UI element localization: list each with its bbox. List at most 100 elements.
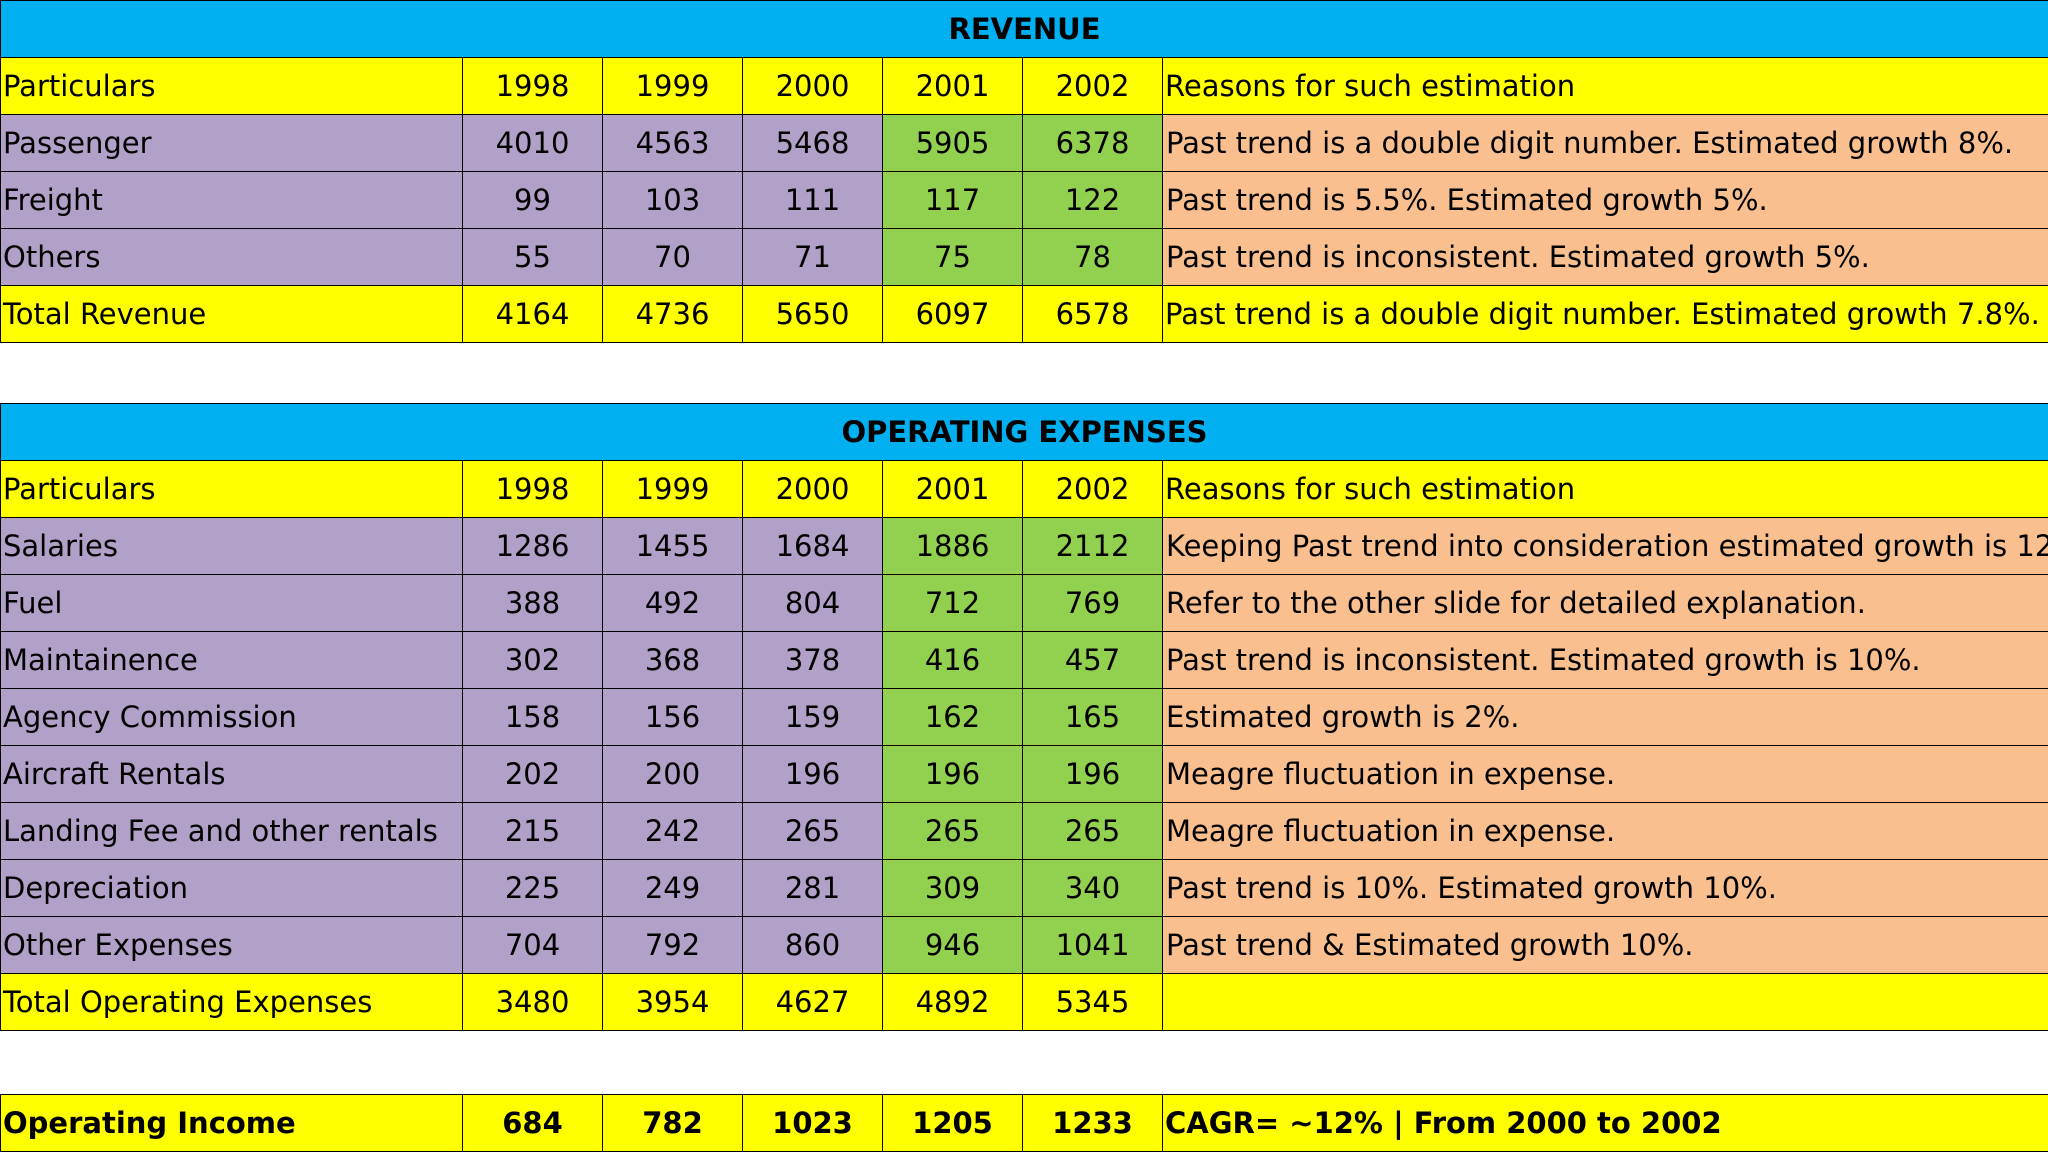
cell-total: 4627 — [743, 974, 883, 1031]
cell-reason: Past trend is 5.5%. Estimated growth 5%. — [1163, 172, 2048, 229]
cell-total: 3954 — [603, 974, 743, 1031]
row-label-total-operating-expenses: Total Operating Expenses — [1, 974, 463, 1031]
cell-estimate: 416 — [883, 632, 1023, 689]
row-label-depreciation: Depreciation — [1, 860, 463, 917]
cell-value: 281 — [743, 860, 883, 917]
cell-value: 4563 — [603, 115, 743, 172]
cell-value: 804 — [743, 575, 883, 632]
cell-value: 368 — [603, 632, 743, 689]
cell-income-reason: CAGR= ~12% | From 2000 to 2002 — [1163, 1095, 2048, 1152]
cell-reason: Past trend is inconsistent. Estimated gr… — [1163, 632, 2048, 689]
row-label-maintainence: Maintainence — [1, 632, 463, 689]
cell-value: 860 — [743, 917, 883, 974]
cell-value: 249 — [603, 860, 743, 917]
expenses-title: OPERATING EXPENSES — [1, 404, 2048, 461]
expenses-header-particulars: Particulars — [1, 461, 463, 518]
cell-value: 111 — [743, 172, 883, 229]
cell-estimate: 265 — [1023, 803, 1163, 860]
cell-income: 1205 — [883, 1095, 1023, 1152]
expenses-header-year: 1998 — [463, 461, 603, 518]
operating-expenses-table: OPERATING EXPENSES Particulars 1998 1999… — [0, 403, 2048, 1031]
cell-total: 6097 — [883, 286, 1023, 343]
expenses-header-year: 2002 — [1023, 461, 1163, 518]
row-label-freight: Freight — [1, 172, 463, 229]
cell-value: 159 — [743, 689, 883, 746]
cell-reason: Past trend is inconsistent. Estimated gr… — [1163, 229, 2048, 286]
cell-value: 55 — [463, 229, 603, 286]
cell-income: 684 — [463, 1095, 603, 1152]
cell-estimate: 122 — [1023, 172, 1163, 229]
row-label-aircraft-rentals: Aircraft Rentals — [1, 746, 463, 803]
cell-estimate: 340 — [1023, 860, 1163, 917]
cell-estimate: 6378 — [1023, 115, 1163, 172]
row-label-passenger: Passenger — [1, 115, 463, 172]
cell-reason: Past trend is 10%. Estimated growth 10%. — [1163, 860, 2048, 917]
row-label-others: Others — [1, 229, 463, 286]
cell-value: 704 — [463, 917, 603, 974]
cell-total: 4892 — [883, 974, 1023, 1031]
cell-income: 782 — [603, 1095, 743, 1152]
cell-value: 5468 — [743, 115, 883, 172]
cell-estimate: 712 — [883, 575, 1023, 632]
cell-value: 792 — [603, 917, 743, 974]
cell-value: 388 — [463, 575, 603, 632]
cell-reason: Meagre fluctuation in expense. — [1163, 803, 2048, 860]
revenue-header-year: 1998 — [463, 58, 603, 115]
cell-total: 4736 — [603, 286, 743, 343]
cell-estimate: 78 — [1023, 229, 1163, 286]
row-label-operating-income: Operating Income — [1, 1095, 463, 1152]
revenue-header-year: 1999 — [603, 58, 743, 115]
cell-reason: Refer to the other slide for detailed ex… — [1163, 575, 2048, 632]
expenses-header-reasons: Reasons for such estimation — [1163, 461, 2048, 518]
cell-reason: Past trend & Estimated growth 10%. — [1163, 917, 2048, 974]
cell-value: 99 — [463, 172, 603, 229]
cell-value: 158 — [463, 689, 603, 746]
cell-estimate: 1886 — [883, 518, 1023, 575]
cell-value: 265 — [743, 803, 883, 860]
cell-value: 492 — [603, 575, 743, 632]
cell-value: 1286 — [463, 518, 603, 575]
cell-value: 156 — [603, 689, 743, 746]
cell-estimate: 309 — [883, 860, 1023, 917]
cell-value: 1684 — [743, 518, 883, 575]
operating-income-table: Operating Income 684 782 1023 1205 1233 … — [0, 1094, 2048, 1152]
cell-total-reason: Past trend is a double digit number. Est… — [1163, 286, 2048, 343]
cell-estimate: 457 — [1023, 632, 1163, 689]
cell-value: 71 — [743, 229, 883, 286]
cell-total: 5345 — [1023, 974, 1163, 1031]
cell-estimate: 265 — [883, 803, 1023, 860]
expenses-header-year: 1999 — [603, 461, 743, 518]
cell-reason: Estimated growth is 2%. — [1163, 689, 2048, 746]
row-label-total-revenue: Total Revenue — [1, 286, 463, 343]
cell-income: 1233 — [1023, 1095, 1163, 1152]
cell-value: 302 — [463, 632, 603, 689]
revenue-table: REVENUE Particulars 1998 1999 2000 2001 … — [0, 0, 2048, 343]
cell-estimate: 5905 — [883, 115, 1023, 172]
cell-estimate: 1041 — [1023, 917, 1163, 974]
row-label-agency-commission: Agency Commission — [1, 689, 463, 746]
cell-total: 3480 — [463, 974, 603, 1031]
row-label-salaries: Salaries — [1, 518, 463, 575]
cell-value: 70 — [603, 229, 743, 286]
cell-total: 4164 — [463, 286, 603, 343]
cell-value: 378 — [743, 632, 883, 689]
cell-value: 103 — [603, 172, 743, 229]
cell-estimate: 196 — [883, 746, 1023, 803]
cell-value: 202 — [463, 746, 603, 803]
revenue-header-year: 2000 — [743, 58, 883, 115]
cell-total: 5650 — [743, 286, 883, 343]
cell-estimate: 117 — [883, 172, 1023, 229]
cell-value: 242 — [603, 803, 743, 860]
cell-total: 6578 — [1023, 286, 1163, 343]
revenue-header-year: 2002 — [1023, 58, 1163, 115]
cell-value: 1455 — [603, 518, 743, 575]
row-label-fuel: Fuel — [1, 575, 463, 632]
revenue-title: REVENUE — [1, 1, 2048, 58]
revenue-header-particulars: Particulars — [1, 58, 463, 115]
cell-reason: Past trend is a double digit number. Est… — [1163, 115, 2048, 172]
cell-estimate: 165 — [1023, 689, 1163, 746]
cell-value: 225 — [463, 860, 603, 917]
cell-value: 215 — [463, 803, 603, 860]
cell-estimate: 162 — [883, 689, 1023, 746]
cell-total-reason — [1163, 974, 2048, 1031]
